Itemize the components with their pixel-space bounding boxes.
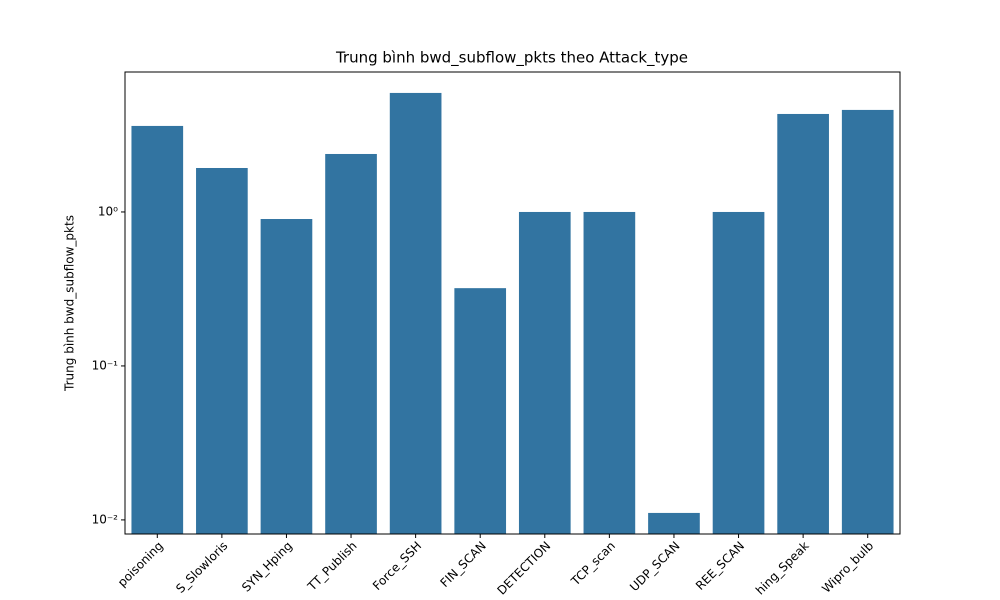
bar: [648, 512, 700, 534]
y-tick-label: 10⁻²: [92, 512, 119, 526]
x-tick-label: UDP_SCAN: [627, 539, 682, 594]
bar: [454, 288, 507, 534]
x-tick-label: TT_Publish: [304, 539, 359, 594]
chart-title: Trung bình bwd_subflow_pkts theo Attack_…: [335, 49, 688, 68]
bar: [841, 109, 894, 535]
bar: [777, 113, 829, 534]
x-tick-label: FIN_SCAN: [437, 539, 488, 590]
x-tick-label: poisoning: [115, 539, 166, 590]
bar: [196, 167, 248, 534]
x-tick-label: S_Slowloris: [173, 539, 230, 596]
bar: [712, 211, 765, 534]
y-tick-label: 10⁰: [98, 204, 118, 218]
bar: [583, 211, 636, 534]
x-tick-label: REE_SCAN: [693, 539, 747, 593]
x-tick-label: hing_Speak: [753, 539, 812, 598]
x-tick-label: TCP_scan: [568, 539, 618, 589]
y-axis-label: Trung bình bwd_subflow_pkts: [63, 215, 77, 392]
x-tick-label: Force_SSH: [370, 539, 424, 593]
bar: [325, 153, 377, 534]
bar: [389, 92, 442, 534]
plot-frame: [124, 71, 901, 535]
x-tick-label: DETECTION: [494, 539, 553, 598]
bar: [518, 211, 571, 534]
x-tick-label: SYN_Hping: [239, 539, 295, 595]
bar: [131, 125, 184, 534]
bar: [260, 219, 313, 534]
x-tick-label: Wipro_bulb: [819, 539, 876, 596]
y-tick-label: 10⁻¹: [92, 358, 119, 372]
